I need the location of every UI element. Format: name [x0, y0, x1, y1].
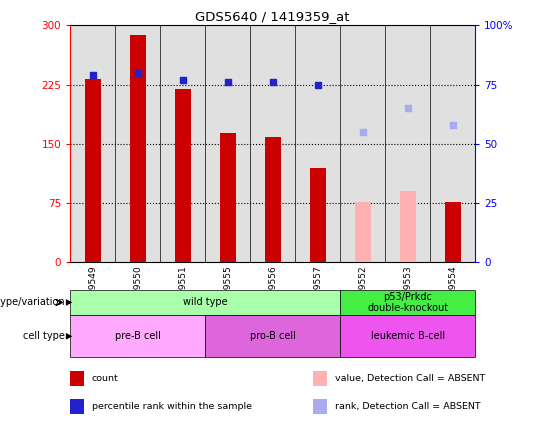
- Bar: [250, 25, 295, 262]
- Text: wild type: wild type: [183, 297, 227, 308]
- Bar: [385, 25, 430, 262]
- Bar: [205, 25, 250, 262]
- Bar: [175, 89, 191, 262]
- Point: [448, 121, 457, 128]
- Bar: [340, 290, 475, 315]
- Point: [224, 79, 232, 85]
- Point: [313, 81, 322, 88]
- Bar: [355, 202, 370, 262]
- Point: [133, 69, 142, 76]
- Bar: [295, 25, 340, 262]
- Bar: [160, 25, 205, 262]
- Text: rank, Detection Call = ABSENT: rank, Detection Call = ABSENT: [335, 402, 481, 411]
- Bar: [340, 25, 385, 262]
- Text: pro-B cell: pro-B cell: [250, 331, 295, 341]
- Bar: [205, 315, 340, 357]
- Text: value, Detection Call = ABSENT: value, Detection Call = ABSENT: [335, 374, 485, 383]
- Bar: [445, 202, 461, 262]
- Bar: [70, 25, 115, 262]
- Point: [403, 105, 412, 112]
- Bar: [70, 371, 84, 386]
- Bar: [70, 315, 205, 357]
- Text: pre-B cell: pre-B cell: [115, 331, 160, 341]
- Point: [359, 129, 367, 135]
- Bar: [220, 133, 235, 262]
- Bar: [70, 399, 84, 414]
- Bar: [400, 191, 416, 262]
- Point: [178, 77, 187, 83]
- Bar: [70, 290, 340, 315]
- Text: cell type: cell type: [23, 331, 65, 341]
- Text: leukemic B-cell: leukemic B-cell: [370, 331, 445, 341]
- Title: GDS5640 / 1419359_at: GDS5640 / 1419359_at: [195, 10, 350, 23]
- Text: percentile rank within the sample: percentile rank within the sample: [92, 402, 252, 411]
- Text: p53/Prkdc
double-knockout: p53/Prkdc double-knockout: [367, 291, 448, 313]
- Bar: [430, 25, 475, 262]
- Bar: [340, 315, 475, 357]
- Text: count: count: [92, 374, 119, 383]
- Bar: [313, 399, 327, 414]
- Bar: [310, 168, 326, 262]
- Text: genotype/variation: genotype/variation: [0, 297, 65, 308]
- Bar: [313, 371, 327, 386]
- Bar: [265, 137, 281, 262]
- Bar: [85, 79, 100, 262]
- Bar: [130, 35, 146, 262]
- Point: [268, 79, 277, 85]
- Bar: [115, 25, 160, 262]
- Point: [89, 72, 97, 79]
